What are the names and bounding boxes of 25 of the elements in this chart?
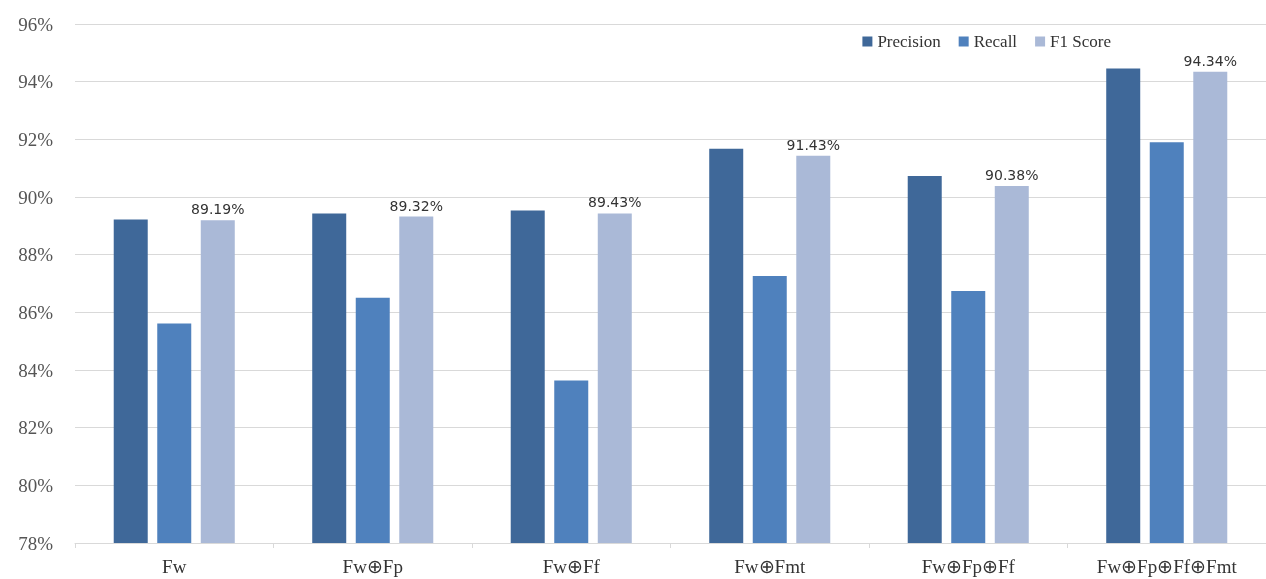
data-label: 89.32% <box>389 197 443 214</box>
y-tick-label: 80% <box>18 474 54 496</box>
x-tick-label: Fw⊕Fmt <box>734 556 806 577</box>
y-tick-label: 82% <box>18 417 54 439</box>
x-tick-label: Fw <box>162 556 187 577</box>
legend-label: Precision <box>877 32 942 51</box>
y-tick-label: 84% <box>18 359 54 381</box>
y-tick-label: 92% <box>18 128 54 150</box>
x-tick-label: Fw⊕Fp <box>342 556 403 577</box>
data-label: 89.19% <box>191 201 245 218</box>
y-tick-label: 86% <box>18 301 54 323</box>
y-tick-label: 94% <box>18 71 54 93</box>
y-tick-label: 96% <box>18 13 54 35</box>
y-tick-label: 90% <box>18 186 54 208</box>
data-label: 90.38% <box>985 167 1039 184</box>
data-label: 94.34% <box>1183 52 1237 69</box>
legend-label: Recall <box>973 32 1018 51</box>
x-tick-label: Fw⊕Ff <box>542 556 601 577</box>
data-label: 89.43% <box>588 194 642 211</box>
y-tick-label: 78% <box>18 532 54 554</box>
x-tick-label: Fw⊕Fp⊕Ff <box>921 556 1016 577</box>
x-tick-label: Fw⊕Fp⊕Ff⊕Fmt <box>1096 556 1238 577</box>
data-label: 91.43% <box>786 136 840 153</box>
y-tick-label: 88% <box>18 244 54 266</box>
legend-label: F1 Score <box>1050 32 1112 51</box>
